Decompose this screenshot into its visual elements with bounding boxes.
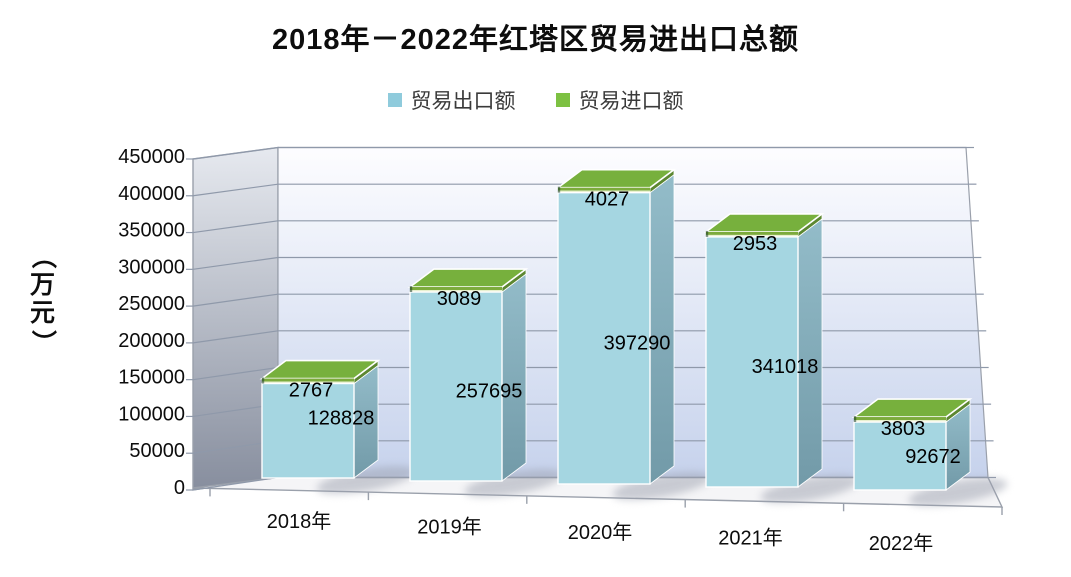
data-label-import: 4027 (585, 189, 630, 211)
bar-group-2021年: 2953 341018 (703, 213, 860, 503)
data-label-export: 92672 (905, 446, 961, 468)
import-bar-front (854, 417, 946, 421)
bar-separator-line (706, 234, 798, 237)
gridline-left-wall (192, 220, 279, 234)
y-tick-label: 450000 (118, 146, 185, 168)
bar-separator-line (262, 381, 354, 384)
x-axis-label: 2022年 (869, 532, 934, 555)
legend-swatch-export-icon (387, 93, 402, 107)
y-tick-label: 250000 (118, 293, 185, 315)
data-label-import: 2767 (289, 380, 334, 402)
data-label-export: 397290 (604, 332, 671, 354)
legend-label-export: 贸易出口额 (410, 90, 516, 113)
y-axis-title-char: 元 (30, 299, 56, 327)
y-tick-label: 400000 (118, 183, 185, 205)
import-bar-front (558, 187, 650, 191)
data-label-export: 128828 (308, 408, 375, 430)
export-bar-front (261, 382, 355, 479)
legend-item-export: 贸易出口额 (387, 85, 516, 115)
chart-title: 2018年－2022年红塔区贸易进出口总额 (271, 24, 800, 56)
legend: 贸易出口额 贸易进口额 (0, 85, 1071, 115)
data-label-import: 3803 (881, 418, 926, 440)
export-bar-front (705, 236, 799, 488)
import-bar-front (410, 287, 502, 291)
gridline-left-wall (192, 183, 279, 197)
bar-shadow (760, 475, 860, 503)
bar-separator-line (410, 290, 502, 293)
export-bar-front (557, 191, 651, 485)
bar-group-2022年: 3803 92672 (851, 398, 1008, 506)
legend-label-import: 贸易进口额 (578, 90, 684, 113)
gridline-left-wall (192, 146, 279, 160)
data-label-import: 2953 (733, 233, 778, 255)
y-tick-label: 300000 (118, 256, 185, 278)
gridline-left-wall (192, 256, 279, 270)
bar-shadow (316, 466, 416, 494)
export-bar-front (409, 291, 503, 482)
bar-shadow (612, 472, 712, 500)
y-axis-title: （万元） (29, 242, 57, 356)
legend-swatch-import-icon (555, 93, 570, 107)
bar-shadow (908, 478, 1008, 506)
y-tick-label: 150000 (118, 367, 185, 389)
y-tick-label: 200000 (118, 330, 185, 352)
export-bar-side (797, 218, 823, 488)
bar-group-2018年: 2767 128828 (259, 359, 416, 494)
gridline-left-wall (192, 293, 279, 307)
legend-item-import: 贸易进口额 (555, 85, 684, 115)
export-bar-side (649, 173, 675, 485)
gridline-left-wall (192, 366, 279, 381)
bar-separator-line (854, 420, 946, 423)
x-axis-label: 2021年 (718, 527, 783, 550)
x-axis-label: 2019年 (417, 516, 482, 539)
x-axis-label: 2020年 (568, 521, 633, 544)
export-bar-front (853, 421, 947, 491)
y-tick-label: 0 (174, 477, 185, 499)
bar-shadow (464, 469, 564, 497)
data-label-export: 341018 (752, 356, 819, 378)
y-tick-label: 350000 (118, 220, 185, 242)
bar-group-2020年: 4027 397290 (555, 168, 712, 500)
y-axis-title-char: 万 (30, 270, 56, 299)
x-axis-label: 2018年 (267, 510, 332, 533)
gridline-left-wall (192, 330, 279, 344)
import-bar-front (262, 378, 354, 382)
import-bar-front (706, 231, 798, 235)
gridline-left-wall (192, 476, 279, 491)
y-tick-label: 50000 (129, 440, 185, 462)
y-tick-label: 100000 (118, 403, 185, 425)
data-label-export: 257695 (456, 381, 523, 403)
bar-group-2019年: 3089 257695 (407, 268, 564, 497)
export-bar-side (501, 273, 527, 482)
data-label-import: 3089 (437, 288, 482, 310)
bar-separator-line (558, 190, 650, 193)
